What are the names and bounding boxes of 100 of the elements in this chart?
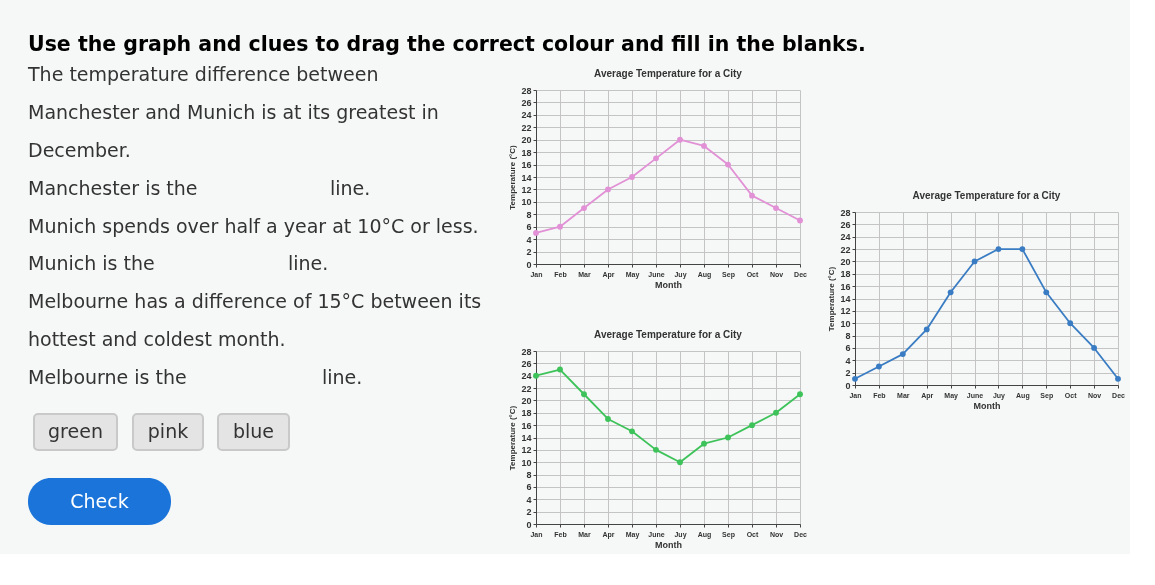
text: Use the graph and clues to drag the correct colour and fill in the blanks. [28, 31, 866, 56]
text: Manchester is the [28, 177, 198, 199]
x-axis-title: Month [655, 539, 682, 550]
point [1091, 345, 1098, 351]
point [653, 446, 659, 453]
point [701, 143, 707, 149]
text: December. [28, 139, 131, 161]
point [533, 372, 539, 379]
y-tick-label: 4 [526, 494, 532, 505]
text: Check [70, 490, 129, 512]
point [557, 366, 563, 373]
point [701, 440, 707, 447]
y-tick-label: 20 [521, 135, 532, 146]
y-tick-label: 8 [526, 470, 532, 481]
text: hottest and coldest month. [28, 328, 286, 350]
point [947, 289, 954, 296]
y-tick-label: 10 [521, 197, 532, 208]
text: line. [330, 177, 371, 199]
text: line. [322, 366, 363, 388]
y-axis-title: Temperature (°C) [827, 266, 837, 332]
point [995, 246, 1002, 252]
point [773, 409, 779, 416]
point [725, 434, 731, 441]
y-tick-label: 24 [840, 232, 851, 243]
y-tick-label: 2 [526, 247, 532, 258]
y-tick-label: 20 [521, 395, 532, 406]
y-tick-label: 22 [840, 244, 851, 255]
point [557, 223, 563, 230]
y-tick-label: 0 [845, 380, 851, 391]
point [749, 192, 755, 199]
point [629, 174, 635, 180]
text: The temperature difference between [27, 63, 379, 85]
y-tick-label: 20 [840, 256, 851, 267]
y-tick-label: 10 [840, 318, 851, 329]
point [875, 363, 882, 370]
point [677, 459, 683, 466]
y-tick-label: 18 [521, 147, 532, 158]
y-tick-label: 14 [521, 433, 532, 443]
point [677, 136, 683, 143]
point [899, 351, 906, 358]
text: Manchester and Munich is at its greatest in [28, 101, 439, 123]
y-tick-label: 4 [526, 234, 532, 245]
y-tick-label: 18 [840, 269, 851, 280]
y-tick-label: 22 [521, 383, 532, 394]
y-tick-label: 2 [845, 368, 851, 379]
point [605, 416, 611, 422]
point [1115, 375, 1121, 382]
point [653, 155, 659, 162]
point [1019, 246, 1026, 252]
point [1067, 320, 1074, 327]
point [923, 326, 930, 333]
y-tick-label: 24 [521, 110, 532, 121]
text: Melbourne is the [28, 366, 187, 388]
point [581, 391, 587, 398]
point [797, 391, 803, 398]
point [971, 258, 978, 265]
y-tick-label: 12 [521, 184, 532, 195]
chart-title: Average Temperature for a City [912, 190, 1061, 201]
y-tick-label: 0 [526, 259, 532, 270]
y-tick-label: 16 [840, 281, 851, 292]
y-tick-label: 12 [521, 445, 532, 456]
point [1043, 289, 1050, 296]
y-tick-label: 8 [845, 331, 851, 342]
y-tick-label: 8 [526, 209, 532, 220]
y-tick-label: 12 [840, 306, 851, 317]
text: green [48, 420, 103, 442]
text: pink [147, 420, 189, 442]
y-tick-label: 22 [521, 122, 532, 133]
point [797, 217, 803, 224]
point [533, 230, 539, 236]
y-tick-label: 28 [521, 85, 532, 96]
x-axis-title: Month [973, 400, 1001, 411]
y-tick-label: 6 [526, 482, 532, 493]
text: line. [288, 252, 329, 274]
point [749, 422, 755, 429]
point [581, 205, 587, 211]
y-tick-label: 28 [521, 346, 532, 357]
y-tick-label: 6 [845, 343, 851, 354]
y-tick-label: 28 [840, 207, 851, 218]
y-tick-label: 18 [521, 408, 532, 419]
point [773, 205, 779, 211]
y-tick-label: 0 [526, 519, 532, 530]
y-tick-label: 10 [521, 457, 532, 468]
text: Munich spends over half a year at 10°C or less. [28, 215, 479, 237]
y-tick-label: 16 [521, 160, 532, 171]
y-tick-label: 14 [521, 172, 532, 183]
x-axis-title: Month [655, 279, 682, 290]
y-tick-label: 4 [845, 355, 851, 366]
y-tick-label: 26 [840, 219, 851, 230]
point [629, 428, 635, 435]
y-tick-label: 24 [521, 371, 532, 382]
text: Melbourne has a difference of 15°C between its [28, 290, 482, 312]
point [605, 186, 611, 193]
y-tick-label: 16 [521, 420, 532, 431]
y-tick-label: 2 [526, 507, 532, 518]
y-axis-title: Temperature (°C) [508, 405, 518, 471]
y-tick-label: 26 [521, 358, 532, 369]
y-tick-label: 6 [526, 222, 532, 233]
text: blue [232, 420, 275, 442]
chart-title: Average Temperature for a City [594, 329, 743, 340]
